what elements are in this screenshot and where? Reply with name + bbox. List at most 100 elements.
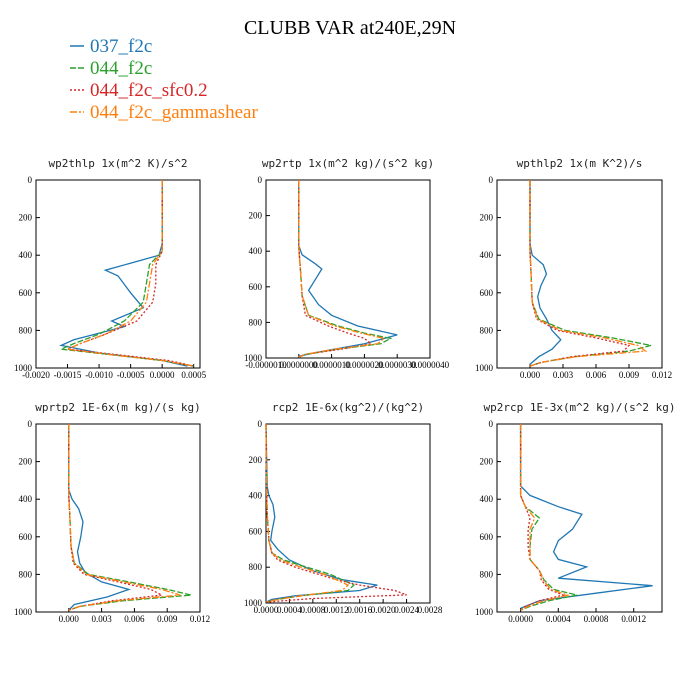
legend-item: 037_f2c bbox=[70, 36, 152, 57]
legend-item: 044_f2c bbox=[70, 58, 152, 79]
y-tick-label: 200 bbox=[19, 213, 33, 223]
x-tick-label: 0.000 bbox=[520, 370, 541, 380]
y-tick-label: 200 bbox=[19, 457, 33, 467]
y-tick-label: 800 bbox=[480, 325, 494, 335]
y-tick-label: 400 bbox=[19, 250, 33, 260]
y-tick-label: 800 bbox=[19, 325, 33, 335]
y-tick-label: 1000 bbox=[475, 363, 494, 373]
y-tick-label: 400 bbox=[249, 491, 263, 501]
series-line-1 bbox=[68, 424, 132, 611]
panel-title: rcp2 1E-6x(kg^2)/(kg^2) bbox=[272, 401, 424, 414]
series-line-3 bbox=[519, 424, 566, 611]
series-line-4 bbox=[68, 424, 181, 611]
y-tick-label: 400 bbox=[19, 494, 33, 504]
series-line-2 bbox=[68, 424, 192, 611]
x-tick-label: 0.0016 bbox=[347, 605, 372, 615]
panel-2: wp2rtp 1x(m^2 kg)/(s^2 kg) 0 200 400 600 800 1… bbox=[244, 157, 450, 370]
x-tick-label: 0.003 bbox=[553, 370, 574, 380]
y-tick-label: 600 bbox=[249, 282, 263, 292]
panel-6: wp2rcp 1E-3x(m^2 kg)/(s^2 kg) 0 200 400 600 8… bbox=[475, 401, 676, 624]
panel-5: rcp2 1E-6x(kg^2)/(kg^2) 0 200 400 600 800 1000… bbox=[244, 401, 443, 615]
y-tick-label: 200 bbox=[480, 457, 494, 467]
legend-item: 044_f2c_gammashear bbox=[70, 102, 258, 123]
legend-item: 044_f2c_sfc0.2 bbox=[70, 80, 208, 101]
panel-3: wpthlp2 1x(m K^2)/s 0 200 400 600 800 1000 0.00… bbox=[475, 157, 672, 380]
x-tick-label: 0.012 bbox=[190, 614, 210, 624]
panels: wp2thlp 1x(m^2 K)/s^202004006008001000-0… bbox=[14, 157, 676, 624]
y-tick-label: 0 bbox=[258, 175, 263, 185]
x-tick-label: 0.0004 bbox=[277, 605, 302, 615]
x-tick-label: 0.0000030 bbox=[378, 360, 417, 370]
x-tick-label: -0.0005 bbox=[117, 370, 145, 380]
plot-frame bbox=[496, 179, 663, 369]
x-tick-label: 0.006 bbox=[586, 370, 607, 380]
x-tick-label: 0.003 bbox=[91, 614, 112, 624]
y-tick-label: 1000 bbox=[14, 607, 33, 617]
x-tick-label: 0.0008 bbox=[300, 605, 325, 615]
x-tick-label: 0.009 bbox=[157, 614, 178, 624]
x-tick-label: 0.0012 bbox=[324, 605, 349, 615]
y-tick-label: 200 bbox=[249, 211, 263, 221]
y-tick-label: 400 bbox=[249, 246, 263, 256]
x-tick-label: 0.0000 bbox=[508, 614, 533, 624]
y-tick-label: 600 bbox=[249, 526, 263, 536]
series-line-3 bbox=[265, 423, 407, 603]
series-line-4 bbox=[298, 180, 386, 358]
y-tick-label: 600 bbox=[480, 532, 494, 542]
x-tick-label: 0.0028 bbox=[418, 605, 443, 615]
y-tick-label: 0 bbox=[489, 175, 494, 185]
y-tick-label: 600 bbox=[19, 532, 33, 542]
legend-label: 037_f2c bbox=[90, 36, 152, 57]
plot-frame bbox=[35, 179, 201, 369]
series-line-1 bbox=[59, 180, 188, 367]
x-tick-label: 0.006 bbox=[124, 614, 145, 624]
y-tick-label: 0 bbox=[489, 419, 494, 429]
y-tick-label: 0 bbox=[28, 419, 33, 429]
panel-title: wprtp2 1E-6x(m kg)/(s kg) bbox=[35, 401, 201, 414]
legend: 037_f2c044_f2c044_f2c_sfc0.2044_f2c_gamm… bbox=[70, 36, 258, 123]
x-tick-label: 0.0000000 bbox=[280, 360, 319, 370]
x-tick-label: 0.0020 bbox=[371, 605, 396, 615]
series-line-4 bbox=[529, 180, 648, 367]
x-tick-label: 0.000 bbox=[59, 614, 80, 624]
figure-title: CLUBB VAR at240E,29N bbox=[244, 17, 456, 39]
y-tick-label: 600 bbox=[480, 288, 494, 298]
panel-title: wpthlp2 1x(m K^2)/s bbox=[517, 157, 643, 170]
y-tick-label: 600 bbox=[19, 288, 33, 298]
y-tick-label: 400 bbox=[480, 494, 494, 504]
y-tick-label: 0 bbox=[258, 419, 263, 429]
series-line-2 bbox=[519, 424, 578, 611]
series-line-3 bbox=[298, 180, 373, 358]
series-line-4 bbox=[519, 424, 571, 611]
x-tick-label: 0.0004 bbox=[546, 614, 571, 624]
x-tick-label: 0.0000020 bbox=[345, 360, 384, 370]
x-tick-label: -0.0010 bbox=[85, 370, 113, 380]
y-tick-label: 0 bbox=[28, 175, 33, 185]
y-tick-label: 200 bbox=[480, 213, 494, 223]
y-tick-label: 1000 bbox=[244, 353, 263, 363]
panel-1: wp2thlp 1x(m^2 K)/s^2 0 200 400 600 800 1000 -0… bbox=[14, 157, 207, 380]
x-tick-label: 0.0000 bbox=[254, 605, 279, 615]
legend-label: 044_f2c bbox=[90, 58, 152, 79]
x-tick-label: 0.009 bbox=[619, 370, 640, 380]
x-tick-label: 0.0005 bbox=[181, 370, 206, 380]
panel-title: wp2rcp 1E-3x(m^2 kg)/(s^2 kg) bbox=[483, 401, 675, 414]
x-tick-label: 0.0024 bbox=[394, 605, 419, 615]
legend-label: 044_f2c_sfc0.2 bbox=[90, 80, 208, 101]
panel-title: wp2rtp 1x(m^2 kg)/(s^2 kg) bbox=[262, 157, 434, 170]
x-tick-label: 0.0000010 bbox=[312, 360, 351, 370]
panel-4: wprtp2 1E-6x(m kg)/(s kg)0 200 400 600 800 10… bbox=[14, 401, 210, 624]
plot-frame bbox=[265, 179, 431, 359]
y-tick-label: 800 bbox=[480, 569, 494, 579]
panel-title: wp2thlp 1x(m^2 K)/s^2 bbox=[48, 157, 187, 170]
x-tick-label: 0.0000 bbox=[150, 370, 175, 380]
y-tick-label: 1000 bbox=[14, 363, 33, 373]
x-tick-label: -0.0000010 bbox=[245, 360, 287, 370]
series-line-1 bbox=[529, 180, 562, 365]
x-tick-label: 0.0008 bbox=[584, 614, 609, 624]
x-tick-label: 0.0000040 bbox=[411, 360, 450, 370]
series-line-3 bbox=[68, 424, 164, 611]
series-line-4 bbox=[265, 423, 350, 603]
series-line-3 bbox=[65, 180, 194, 367]
